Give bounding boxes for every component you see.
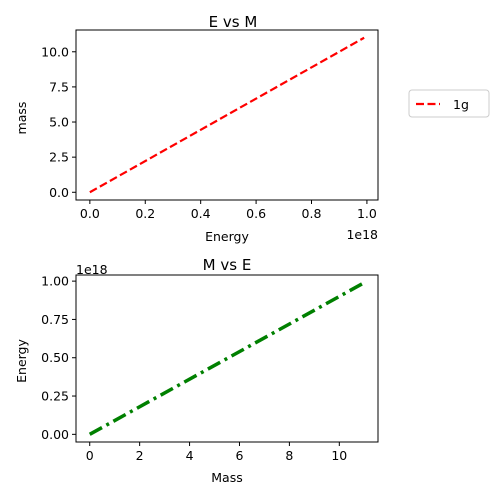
plot-area-bottom: 0 2 4 6 8 10 0.00 0.25 0.50 0.75 1.00 (41, 274, 379, 463)
x-tick-label-bottom: 6 (236, 448, 244, 463)
y-tick-label-bottom: 0.00 (41, 427, 69, 442)
y-tick-label-bottom: 0.75 (41, 312, 69, 327)
y-tick-label-top: 2.5 (49, 150, 69, 165)
series-line-top-0 (89, 36, 365, 194)
x-tick-label-bottom: 2 (136, 448, 144, 463)
legend-frame (408, 89, 490, 118)
y-tick-label-top: 5.0 (49, 115, 69, 130)
x-offset-label-top: 1e18 (346, 227, 378, 242)
y-tick-label-top: 10.0 (41, 44, 69, 59)
y-offset-label-bottom: 1e18 (76, 262, 108, 277)
y-tick-label-bottom: 0.25 (41, 389, 69, 404)
x-tick-label-top: 0.2 (135, 206, 155, 221)
subplot-bottom: 0 2 4 6 8 100.000.250.500.751.00 M vs E Mass … (14, 256, 379, 485)
series-line-bottom-0 (88, 281, 366, 436)
x-axis-title-bottom: Mass (211, 470, 242, 485)
x-tick-label-bottom: 10 (331, 448, 347, 463)
x-tick-label-top: 0.0 (80, 206, 100, 221)
x-tick-label-top: 1.0 (357, 206, 377, 221)
plot-area-top: 0.0 0.2 0.4 0.6 0.8 1.0 0.0 2.5 5.0 7.5 10.0 (41, 29, 379, 221)
plot-title-bottom: M vs E (203, 256, 252, 274)
legend: 1g (408, 89, 490, 118)
axes-frame-bottom (75, 274, 379, 443)
y-tick-label-top: 0.0 (49, 185, 69, 200)
x-tick-label-top: 0.8 (302, 206, 322, 221)
y-axis-title-top: mass (14, 102, 29, 135)
x-axis-title-top: Energy (205, 229, 249, 244)
y-tick-label-bottom: 0.50 (41, 350, 69, 365)
y-tick-label-bottom: 1.00 (41, 274, 69, 289)
x-tick-label-top: 0.4 (191, 206, 211, 221)
legend-label-1g: 1g (453, 97, 469, 112)
y-tick-label-top: 7.5 (49, 79, 69, 94)
y-axis-title-bottom: Energy (14, 339, 29, 383)
x-tick-label-bottom: 4 (186, 448, 194, 463)
x-tick-label-bottom: 8 (285, 448, 293, 463)
plot-title-top: E vs M (209, 13, 258, 31)
subplot-top: 0.0 0.2 0.4 0.6 0.8 1.0 0.0 2.5 5.0 7.5 10.0 E vs … (14, 13, 379, 244)
x-tick-label-bottom: 0 (86, 448, 94, 463)
axes-frame-top (75, 29, 379, 201)
x-tick-label-top: 0.6 (246, 206, 266, 221)
